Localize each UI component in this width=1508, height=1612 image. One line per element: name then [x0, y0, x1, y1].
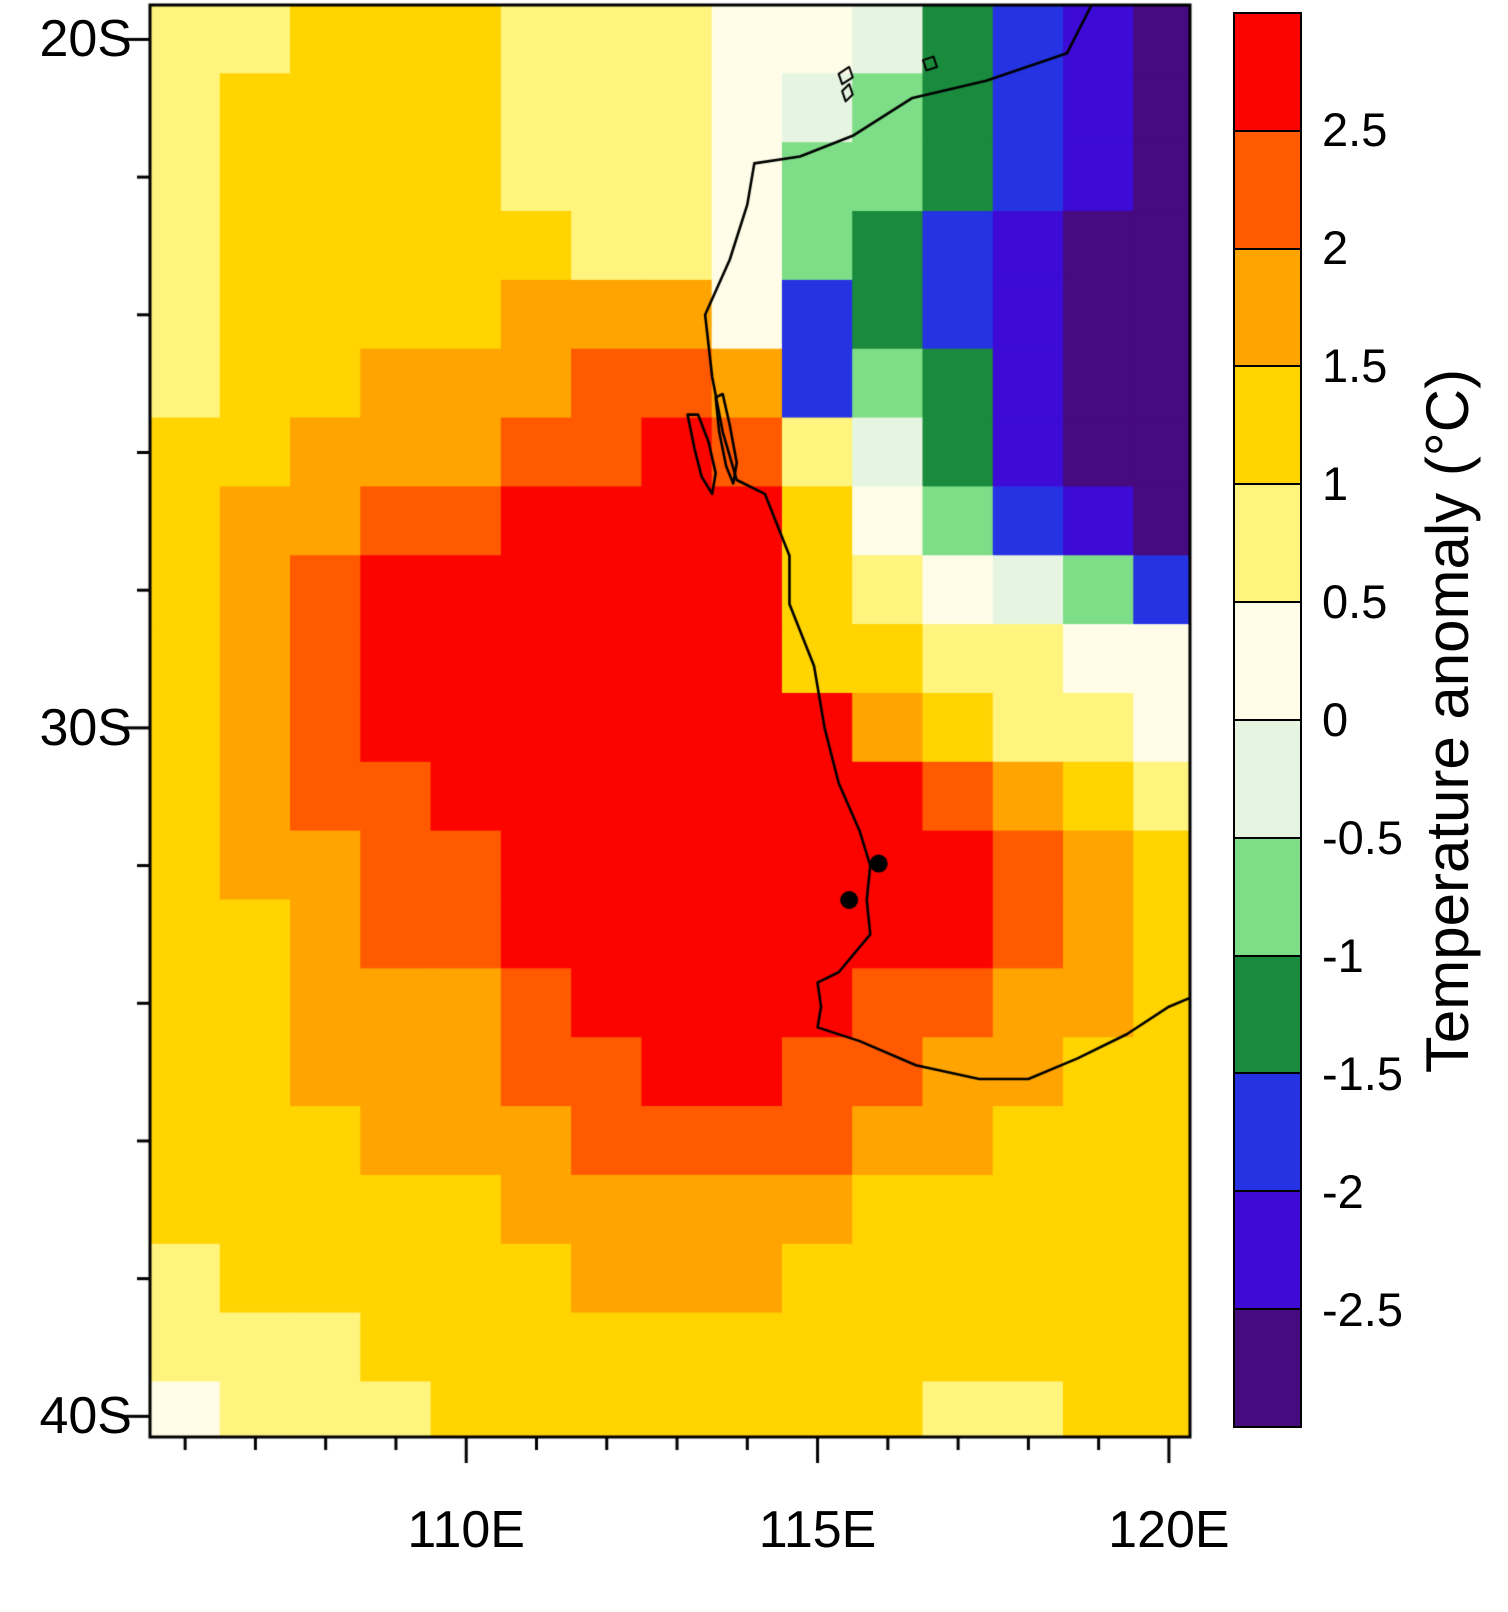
y-axis-label: 40S [39, 1387, 132, 1446]
colorbar-block [1235, 1072, 1300, 1191]
colorbar-block [1235, 954, 1300, 1073]
y-axis-label: 20S [39, 10, 132, 69]
colorbar-tick-label: 2.5 [1322, 103, 1388, 156]
colorbar-tick-label: -2.5 [1322, 1283, 1403, 1336]
colorbar-tick-label: 1 [1322, 457, 1349, 510]
colorbar-block [1235, 836, 1300, 955]
colorbar-block [1235, 601, 1300, 719]
colorbar-tick-label: 2 [1322, 221, 1349, 274]
x-axis-label: 120E [1108, 1501, 1230, 1559]
colorbar-tick-label: 0 [1322, 693, 1349, 746]
x-axis-label: 110E [407, 1501, 525, 1559]
colorbar-block [1235, 718, 1300, 837]
colorbar-block [1235, 365, 1300, 484]
colorbar-tick-label: -1 [1322, 929, 1364, 982]
colorbar-block [1235, 247, 1300, 366]
colorbar [1233, 12, 1302, 1428]
y-axis-label: 30S [39, 698, 132, 757]
colorbar-block [1235, 483, 1300, 602]
x-axis-label: 115E [758, 1501, 877, 1559]
colorbar-tick-label: -0.5 [1322, 811, 1403, 864]
colorbar-block [1235, 129, 1300, 248]
colorbar-block [1235, 14, 1300, 130]
colorbar-tick-label: 0.5 [1322, 575, 1388, 628]
colorbar-block [1235, 1190, 1300, 1309]
colorbar-tick-label: 1.5 [1322, 339, 1388, 392]
colorbar-block [1235, 1308, 1300, 1426]
colorbar-title: Temperature anomaly (°C) [1414, 368, 1481, 1074]
colorbar-tick-label: -2 [1322, 1165, 1364, 1218]
colorbar-tick-label: -1.5 [1322, 1047, 1403, 1100]
